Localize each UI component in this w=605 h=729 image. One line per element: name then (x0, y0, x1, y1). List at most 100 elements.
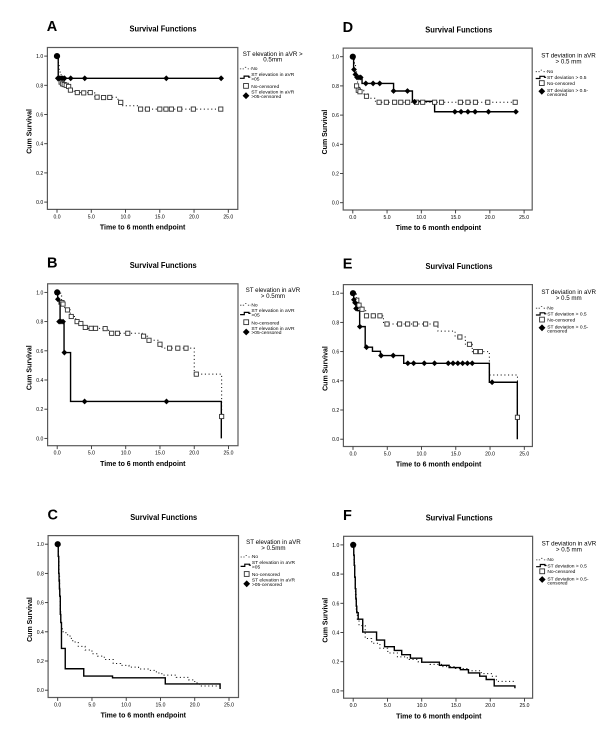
svg-text:> 0.5mm: > 0.5mm (261, 545, 285, 552)
svg-text:25.0: 25.0 (519, 215, 529, 221)
svg-text:0.4: 0.4 (37, 630, 44, 636)
svg-text:ST deviation > 0.5: ST deviation > 0.5 (547, 75, 587, 81)
svg-text:No-censored: No-censored (252, 572, 280, 578)
svg-text:Survival Functions: Survival Functions (426, 262, 493, 271)
svg-text:0.0: 0.0 (349, 452, 356, 458)
svg-text:Cum Survival: Cum Survival (322, 110, 329, 155)
svg-text:>05: >05 (251, 313, 260, 319)
svg-text:15.0: 15.0 (451, 452, 461, 458)
svg-text:No-censored: No-censored (547, 569, 575, 575)
svg-text:0.0: 0.0 (36, 200, 43, 206)
svg-text:0.2: 0.2 (332, 660, 339, 666)
svg-text:censored: censored (547, 580, 567, 586)
svg-text:Cum Survival: Cum Survival (322, 346, 329, 391)
svg-text:Survival Functions: Survival Functions (130, 25, 197, 34)
svg-text:0.4: 0.4 (36, 378, 43, 384)
svg-text:0.2: 0.2 (36, 407, 43, 413)
svg-text:E: E (343, 256, 353, 272)
svg-text:No-censored: No-censored (547, 81, 575, 87)
svg-text:0.6: 0.6 (332, 601, 339, 607)
svg-text:Cum Survival: Cum Survival (27, 597, 34, 642)
svg-text:No-censored: No-censored (251, 320, 279, 326)
svg-text:Time to 6 month endpoint: Time to 6 month endpoint (101, 713, 187, 720)
svg-text:>05: >05 (252, 565, 261, 571)
svg-text:ST deviation > 0.5-: ST deviation > 0.5- (547, 88, 588, 94)
svg-text:0.8: 0.8 (332, 320, 339, 326)
svg-text:0.2: 0.2 (332, 408, 339, 414)
svg-text:1.0: 1.0 (332, 543, 339, 549)
svg-text:0.5mm: 0.5mm (263, 57, 282, 64)
svg-text:Survival Functions: Survival Functions (130, 513, 197, 522)
svg-text:0.0: 0.0 (54, 451, 61, 457)
svg-text:15.0: 15.0 (451, 215, 461, 221)
svg-text:5.0: 5.0 (384, 452, 391, 458)
svg-text:Cum Survival: Cum Survival (323, 598, 330, 643)
svg-text:censored: censored (547, 329, 567, 335)
svg-text:5.0: 5.0 (384, 215, 391, 221)
svg-text:20.0: 20.0 (485, 215, 495, 221)
svg-text:25.0: 25.0 (224, 451, 234, 457)
svg-text:5.0: 5.0 (384, 703, 391, 709)
svg-text:No: No (251, 66, 258, 72)
svg-text:15.0: 15.0 (155, 214, 165, 220)
svg-text:10.0: 10.0 (417, 703, 427, 709)
svg-text:1.0: 1.0 (332, 55, 339, 61)
svg-text:1.0: 1.0 (36, 54, 43, 60)
svg-text:15.0: 15.0 (155, 451, 165, 457)
svg-text:10.0: 10.0 (416, 215, 426, 221)
svg-text:10.0: 10.0 (121, 703, 131, 709)
svg-text:0.8: 0.8 (332, 572, 339, 578)
svg-text:Survival Functions: Survival Functions (426, 514, 493, 523)
svg-text:ST elevation in aVR >: ST elevation in aVR > (243, 51, 303, 58)
svg-text:0.0: 0.0 (350, 703, 357, 709)
svg-text:10.0: 10.0 (417, 452, 427, 458)
svg-text:20.0: 20.0 (189, 451, 199, 457)
svg-text:ST deviation > 0.5: ST deviation > 0.5 (547, 312, 587, 318)
svg-text:0.0: 0.0 (332, 689, 339, 695)
svg-text:Time to 6 month endpoint: Time to 6 month endpoint (396, 462, 482, 469)
svg-text:No: No (547, 557, 554, 563)
svg-text:ST deviation > 0.5-: ST deviation > 0.5- (547, 325, 588, 331)
svg-text:ST deviation in aVR: ST deviation in aVR (542, 541, 597, 548)
svg-text:0.8: 0.8 (36, 83, 43, 89)
svg-text:Survival Functions: Survival Functions (425, 25, 492, 34)
svg-text:Cum Survival: Cum Survival (27, 345, 34, 390)
svg-text:0.2: 0.2 (36, 171, 43, 177)
svg-text:0.6: 0.6 (332, 113, 339, 119)
svg-text:No: No (252, 554, 259, 560)
svg-text:ST elevation in aVR: ST elevation in aVR (251, 308, 295, 314)
svg-text:20.0: 20.0 (485, 452, 495, 458)
svg-text:5.0: 5.0 (88, 214, 95, 220)
svg-text:25.0: 25.0 (520, 703, 530, 709)
svg-text:> 0.5 mm: > 0.5 mm (556, 58, 582, 65)
svg-text:1.0: 1.0 (37, 542, 44, 548)
svg-text:0.0: 0.0 (332, 437, 339, 443)
svg-text:0.6: 0.6 (36, 113, 43, 119)
svg-text:25.0: 25.0 (223, 214, 233, 220)
svg-text:ST deviation > 0.5-: ST deviation > 0.5- (547, 576, 588, 582)
svg-text:0.0: 0.0 (53, 214, 60, 220)
svg-text:0.0: 0.0 (36, 436, 43, 442)
svg-text:ST deviation in aVR: ST deviation in aVR (541, 289, 596, 296)
svg-text:> 0.5 mm: > 0.5 mm (556, 547, 582, 554)
svg-text:0.6: 0.6 (37, 601, 44, 607)
svg-text:Time to 6 month endpoint: Time to 6 month endpoint (100, 225, 186, 232)
svg-text:5.0: 5.0 (88, 451, 95, 457)
svg-text:20.0: 20.0 (190, 703, 200, 709)
svg-text:C: C (48, 507, 59, 523)
svg-text:Survival Functions: Survival Functions (130, 261, 197, 270)
svg-text:A: A (47, 19, 58, 35)
svg-text:>05-censored: >05-censored (251, 330, 281, 336)
svg-text:ST elevation in aVR: ST elevation in aVR (251, 72, 295, 78)
svg-text:0.2: 0.2 (332, 172, 339, 178)
svg-text:15.0: 15.0 (156, 703, 166, 709)
svg-text:25.0: 25.0 (519, 452, 529, 458)
svg-text:0.4: 0.4 (332, 631, 339, 637)
svg-text:10.0: 10.0 (121, 451, 131, 457)
svg-text:No-censored: No-censored (251, 84, 279, 90)
svg-text:ST deviation > 0.5: ST deviation > 0.5 (547, 563, 587, 569)
svg-text:D: D (343, 20, 353, 36)
svg-text:B: B (47, 256, 57, 272)
svg-text:5.0: 5.0 (88, 703, 95, 709)
svg-text:20.0: 20.0 (485, 703, 495, 709)
